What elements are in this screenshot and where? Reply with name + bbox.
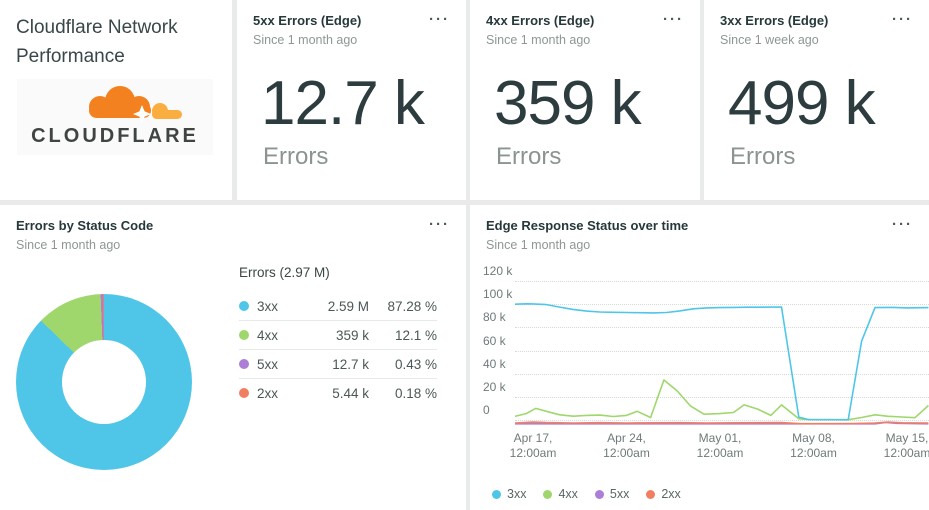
card-menu-button[interactable]: ··· <box>663 11 684 28</box>
legend-row-5xx[interactable]: 5xx 12.7 k 0.43 % <box>239 349 437 378</box>
series-color-dot <box>239 330 249 340</box>
legend-row-2xx[interactable]: 2xx 5.44 k 0.18 % <box>239 378 437 407</box>
chart-legend: 3xx 4xx 5xx 2xx <box>492 487 681 501</box>
series-pct: 0.43 % <box>394 356 437 372</box>
series-color-dot <box>239 359 249 369</box>
legend-row-3xx[interactable]: 3xx 2.59 M 87.28 % <box>239 292 437 320</box>
cloudflare-wordmark: CLOUDFLARE <box>31 125 199 147</box>
stat-card-4xx[interactable]: 4xx Errors (Edge) Since 1 month ago ··· … <box>470 0 700 200</box>
y-axis-label: 80 k <box>483 310 506 325</box>
gridline <box>515 327 929 329</box>
errors-by-status-card[interactable]: Errors by Status Code Since 1 month ago … <box>0 205 466 510</box>
x-axis-label: May 15, 12:00am <box>883 431 929 460</box>
series-line-4xx <box>515 379 929 421</box>
edge-response-card[interactable]: Edge Response Status over time Since 1 m… <box>470 205 929 510</box>
gridline <box>515 373 929 375</box>
series-label: 3xx <box>507 487 527 501</box>
card-title: 4xx Errors (Edge) <box>486 13 595 28</box>
legend-title: Errors (2.97 M) <box>239 265 330 280</box>
y-axis-label: 20 k <box>483 379 506 394</box>
card-title: Errors by Status Code <box>16 218 154 233</box>
card-title: 5xx Errors (Edge) <box>253 13 362 28</box>
series-color-dot <box>492 489 501 499</box>
series-label: 2xx <box>661 487 681 501</box>
series-pct: 12.1 % <box>394 327 437 343</box>
x-axis-label: Apr 17, 12:00am <box>509 431 557 460</box>
legend-item-5xx[interactable]: 5xx <box>594 487 630 501</box>
y-axis-label: 0 <box>483 403 490 418</box>
stat-card-3xx[interactable]: 3xx Errors (Edge) Since 1 week ago ··· 4… <box>704 0 929 200</box>
series-value: 12.7 k <box>332 356 369 372</box>
card-title: 3xx Errors (Edge) <box>720 13 829 28</box>
series-pct: 87.28 % <box>387 298 437 314</box>
stat-unit: Errors <box>263 143 329 171</box>
series-color-dot <box>239 388 249 398</box>
series-label: 5xx <box>609 487 630 501</box>
x-axis-label: May 08, 12:00am <box>790 431 837 460</box>
card-subtitle: Since 1 week ago <box>720 33 819 48</box>
series-value: 2.59 M <box>327 298 369 314</box>
y-axis-label: 40 k <box>483 356 506 371</box>
cloudflare-logo-graphic: CLOUDFLARE <box>31 86 199 147</box>
dashboard-title-card: Cloudflare Network Performance CLOUDFLAR… <box>0 0 232 200</box>
gridline <box>515 396 929 398</box>
y-axis-label: 120 k <box>483 264 513 278</box>
series-value: 5.44 k <box>332 385 369 401</box>
legend-item-3xx[interactable]: 3xx <box>492 487 526 501</box>
series-color-dot <box>239 301 249 311</box>
cloudflare-logo: CLOUDFLARE <box>17 79 213 155</box>
gridline <box>515 281 929 282</box>
legend-table: 3xx 2.59 M 87.28 % 4xx 359 k 12.1 % 5xx 12.7 k 0… <box>239 292 437 407</box>
gridline <box>515 350 929 352</box>
card-title: Edge Response Status over time <box>486 218 689 233</box>
y-axis-label: 60 k <box>483 333 506 348</box>
legend-row-4xx[interactable]: 4xx 359 k 12.1 % <box>239 320 437 349</box>
time-series-plot[interactable] <box>515 275 929 435</box>
series-color-dot <box>543 489 553 499</box>
dashboard-title: Cloudflare Network Performance <box>16 17 178 67</box>
stat-unit: Errors <box>496 143 562 171</box>
stat-unit: Errors <box>730 143 796 171</box>
series-label: 4xx <box>257 327 279 343</box>
card-subtitle: Since 1 month ago <box>253 33 358 48</box>
series-label: 4xx <box>558 487 578 501</box>
cloudflare-cloud-light-icon <box>152 103 182 119</box>
stat-card-5xx[interactable]: 5xx Errors (Edge) Since 1 month ago ··· … <box>237 0 466 200</box>
card-subtitle: Since 1 month ago <box>486 238 591 253</box>
gridline <box>515 420 929 422</box>
stat-value: 12.7 k <box>261 69 425 139</box>
donut-legend: Errors (2.97 M) 3xx 2.59 M 87.28 % 4xx 359 k… <box>239 265 437 407</box>
card-menu-button[interactable]: ··· <box>429 11 450 28</box>
x-axis-label: Apr 24, 12:00am <box>603 431 650 460</box>
card-menu-button[interactable]: ··· <box>892 11 913 28</box>
card-menu-button[interactable]: ··· <box>892 216 913 233</box>
gridline <box>515 304 929 306</box>
series-line-2xx <box>515 421 929 425</box>
time-series-chart[interactable]: 120 k 100 k 80 k 60 k 40 k 20 k 0 Apr 17, 12:00a… <box>470 205 929 510</box>
y-axis-label: 100 k <box>483 287 513 302</box>
series-pct: 0.18 % <box>394 385 437 401</box>
series-value: 359 k <box>335 327 369 343</box>
donut-chart[interactable] <box>16 294 192 470</box>
series-label: 3xx <box>257 298 279 314</box>
series-label: 2xx <box>257 385 279 401</box>
cloudflare-sparkle-icon <box>133 105 151 123</box>
series-color-dot <box>594 489 604 499</box>
series-label: 5xx <box>257 356 279 372</box>
stat-value: 499 k <box>728 69 876 139</box>
legend-item-2xx[interactable]: 2xx <box>646 487 681 501</box>
x-axis-label: May 01, 12:00am <box>696 431 744 460</box>
series-line-3xx <box>515 302 929 421</box>
series-color-dot <box>646 489 656 499</box>
legend-item-4xx[interactable]: 4xx <box>543 487 578 501</box>
card-subtitle: Since 1 month ago <box>486 33 591 48</box>
stat-value: 359 k <box>494 69 642 139</box>
card-menu-button[interactable]: ··· <box>429 216 450 233</box>
card-subtitle: Since 1 month ago <box>16 238 121 253</box>
